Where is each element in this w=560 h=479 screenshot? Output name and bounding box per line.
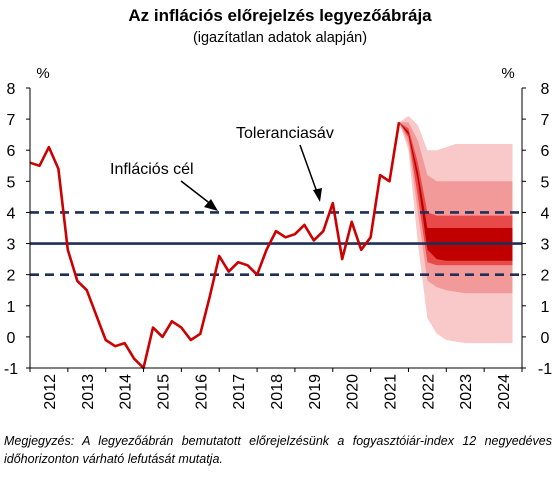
- y-tick-label-left: 7: [7, 112, 16, 129]
- fan-band-core: [399, 122, 513, 261]
- annotation-tolerance-band: Toleranciasáv: [236, 125, 334, 142]
- fan-layer: [399, 116, 513, 344]
- x-tick-label: 2020: [345, 374, 362, 410]
- y-tick-label-left: 6: [7, 143, 16, 160]
- x-tick-label: 2016: [193, 374, 210, 410]
- y-tick-label-right: 5: [541, 174, 550, 191]
- y-tick-label-left: 0: [7, 330, 16, 347]
- chart-subtitle: (igazítatlan adatok alapján): [192, 30, 368, 46]
- y-tick-label-left: 1: [7, 299, 16, 316]
- y-tick-label-right: 3: [541, 237, 550, 254]
- footnote: Megjegyzés: A legyezőábrán bemutatott el…: [4, 434, 552, 466]
- history-series-line: [29, 121, 401, 370]
- y-tick-label-right: -1: [538, 361, 552, 378]
- x-tick-label: 2013: [80, 374, 97, 410]
- y-axis-unit-right: %: [501, 65, 514, 82]
- history-layer: [29, 121, 401, 370]
- y-tick-label-left: 4: [7, 205, 16, 222]
- y-tick-label-right: 0: [541, 330, 550, 347]
- y-tick-label-left: 8: [7, 81, 16, 98]
- axes: -1 -1 0 0 1 1 2 2 3 3 4 4 5 5 6 6 7 7 8 8% % 2012 2013 2014 2015…: [4, 65, 552, 410]
- x-tick-label: 2018: [269, 374, 286, 410]
- x-tick-label: 2022: [420, 374, 437, 410]
- y-tick-label-right: 4: [541, 205, 550, 222]
- annotation-arrowhead-band: [313, 188, 322, 202]
- y-axis-unit-left: %: [36, 65, 49, 82]
- y-tick-label-left: -1: [4, 361, 18, 378]
- y-tick-label-right: 8: [541, 81, 550, 98]
- reference-lines: [30, 211, 522, 276]
- y-tick-label-left: 3: [7, 237, 16, 254]
- annotation-inflation-target: Inflációs cél: [110, 161, 194, 178]
- x-tick-label: 2015: [156, 374, 173, 410]
- y-tick-label-left: 5: [7, 174, 16, 191]
- annotations: Inflációs cél Toleranciasáv: [110, 125, 334, 211]
- x-tick-label: 2023: [458, 374, 475, 410]
- y-tick-label-right: 7: [541, 112, 550, 129]
- x-tick-label: 2014: [118, 374, 135, 410]
- y-tick-label-right: 2: [541, 268, 550, 285]
- x-tick-label: 2021: [383, 374, 400, 410]
- x-tick-label: 2024: [496, 374, 513, 410]
- y-tick-label-right: 6: [541, 143, 550, 160]
- annotation-arrow-target: [180, 180, 213, 206]
- fan-chart: -1 -1 0 0 1 1 2 2 3 3 4 4 5 5 6 6 7 7 8 8% % 2012 2013 2014 2015…: [4, 65, 552, 410]
- y-tick-label-left: 2: [7, 268, 16, 285]
- y-tick-label-right: 1: [541, 299, 550, 316]
- annotation-arrowhead-target: [204, 199, 218, 211]
- annotation-arrow-band: [299, 144, 319, 196]
- chart-title: Az inflációs előrejelzés legyezőábrája: [128, 6, 432, 25]
- x-tick-label: 2017: [231, 374, 248, 410]
- x-tick-label: 2012: [42, 374, 59, 410]
- x-tick-label: 2019: [307, 374, 324, 410]
